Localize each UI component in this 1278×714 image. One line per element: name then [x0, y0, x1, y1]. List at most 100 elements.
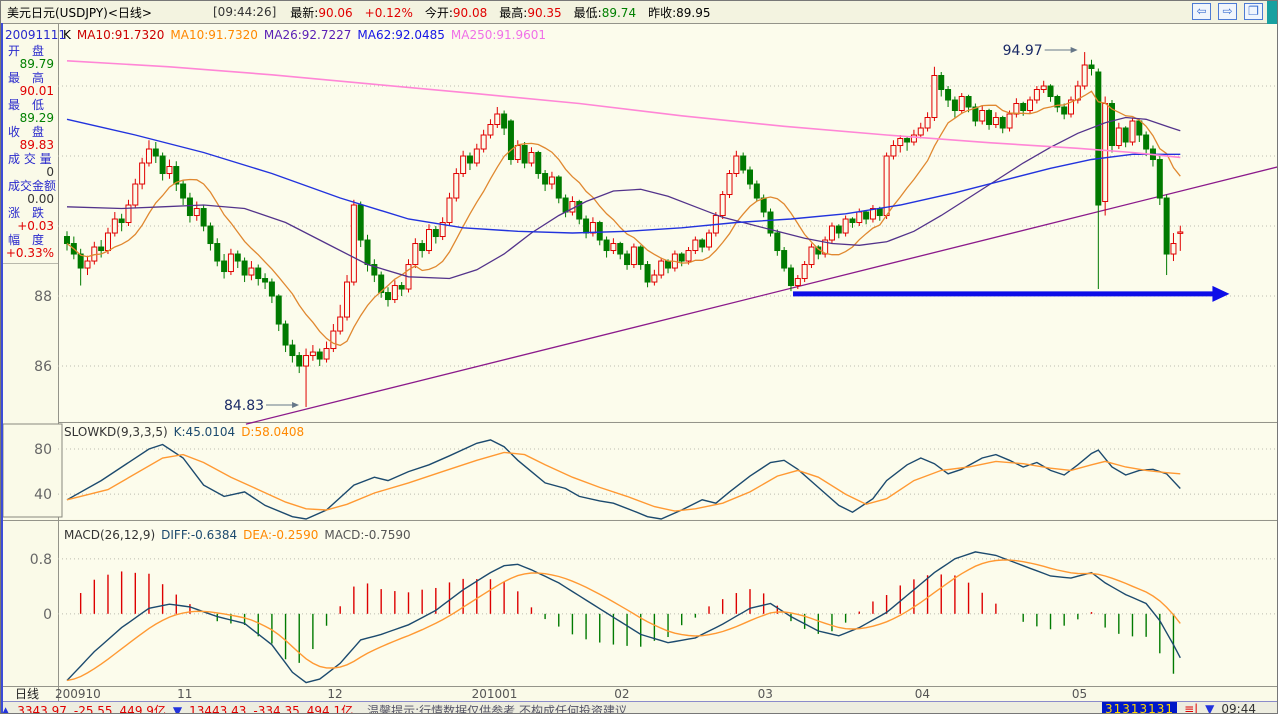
trendline[interactable] [245, 166, 1278, 425]
index-quotes: ▲ 3343.97 -25.55 449.9亿 ▼ 13443.43 -334.35 494.… [1, 702, 360, 714]
window-frame-left [1, 23, 3, 713]
time-axis-label: 200910 [55, 687, 101, 701]
kd-axis-label: 80 [34, 442, 52, 458]
sidebar-field: 最 高 90.01 [3, 71, 58, 98]
sidebar-field: 收 盘 89.83 [3, 125, 58, 152]
ticker-text: 温馨提示:行情数据仅供参考,不构成任何投资建议 [367, 704, 627, 714]
slowkd-d-line [66, 451, 1181, 512]
time-axis-label: 05 [1072, 687, 1087, 701]
index-quote-segment: ▼ [172, 704, 183, 714]
ma62-line [66, 118, 1181, 234]
time-axis-label: 02 [614, 687, 629, 701]
macd-dea-line [66, 559, 1181, 682]
sidebar-field-label: 成交金额 [8, 179, 57, 193]
sidebar-field-label: 幅 度 [8, 233, 45, 247]
quote-time: [09:44:26] [213, 5, 277, 19]
ma250-line [66, 60, 1181, 159]
quote-bar: 美元日元(USDJPY)<日线> [09:44:26] 最新:90.06 +0.1… [1, 1, 1277, 24]
sidebar-field-value: 90.01 [19, 84, 54, 98]
sidebar-field-label: 收 盘 [8, 125, 45, 139]
time-axis-label: 12 [327, 687, 342, 701]
candlestick-series [64, 52, 1184, 407]
legend-segment: MA26:92.7227 [263, 28, 352, 42]
legend-segment: MA10:91.7320 [76, 28, 165, 42]
legend-segment: DEA:-0.2590 [243, 528, 319, 542]
quote-field-label: 最低: [573, 5, 602, 20]
status-item: ≡| [1184, 702, 1199, 714]
time-axis-label: 11 [177, 687, 192, 701]
ma26-line [66, 116, 1181, 280]
price-axis-label: 88 [34, 289, 52, 305]
sidebar-field-value: 89.79 [19, 57, 54, 71]
sidebar-field-value: +0.33% [5, 246, 54, 260]
legend-segment: MA62:92.0485 [357, 28, 445, 42]
legend-segment: DIFF:-0.6384 [161, 528, 238, 542]
index-quote-segment: 449.9亿 [119, 704, 166, 714]
quote-fields: 最新:90.06 +0.12% 今开:90.08 最高:90.35 最低:89.74 昨收… [290, 4, 722, 21]
symbol-title: 美元日元(USDJPY)<日线> [7, 5, 152, 20]
macd-legend: MACD(26,12,9) DIFF:-0.6384 DEA:-0.2590 MACD… [64, 528, 417, 542]
status-item: ▼ [1205, 702, 1215, 714]
macd-axis-label: 0 [43, 607, 52, 623]
sidebar-field-value: 89.83 [19, 138, 54, 152]
index-quote-segment: 494.1亿 [306, 704, 354, 714]
legend-segment: SLOWKD(9,3,3,5) [64, 425, 168, 439]
kd-axis-label: 40 [34, 487, 52, 503]
status-bar: ▲ 3343.97 -25.55 449.9亿 ▼ 13443.43 -334.35 494.… [1, 701, 1277, 714]
status-code-chip: 31313131 [1101, 702, 1178, 713]
legend-segment: MACD(26,12,9) [64, 528, 156, 542]
kd-gutter-box [2, 423, 63, 518]
sidebar-field-label: 最 高 [8, 71, 45, 85]
horizontal-arrow-annotation[interactable] [793, 285, 1230, 302]
chart-canvas[interactable]: 88 86 80 40 0.8 0 94.97 84.83 日线 200910 11 12 201001… [1, 23, 1278, 701]
quote-field-label: 最高: [499, 5, 528, 20]
svg-text:84.83: 84.83 [224, 398, 264, 414]
sidebar-field: 幅 度 +0.33% [3, 233, 58, 260]
quote-field-value: 90.06 [318, 5, 353, 20]
window-buttons: ⇦ ⇨ ❐ [1185, 3, 1263, 20]
sidebar-field: 涨 跌 +0.03 [3, 206, 58, 233]
windows-button[interactable]: ❐ [1244, 3, 1263, 20]
back-button[interactable]: ⇦ [1192, 3, 1211, 20]
legend-segment: K [63, 28, 71, 42]
sidebar-field-value: 0 [46, 165, 54, 179]
sidebar-field-label: 开 盘 [8, 44, 45, 58]
index-quote-segment: -334.35 [253, 704, 300, 714]
time-axis-label: 03 [758, 687, 773, 701]
sidebar-field: 最 低 89.29 [3, 98, 58, 125]
period-label[interactable]: 日线 [15, 687, 39, 701]
index-quote-segment: 3343.97 [17, 704, 67, 714]
quote-field-value: 90.08 [452, 5, 488, 20]
quote-field-value: 90.35 [527, 5, 562, 20]
svg-text:94.97: 94.97 [1003, 43, 1043, 59]
status-item: 09:44 [1221, 702, 1256, 714]
sidebar-field: 成交金额 0.00 [3, 179, 58, 206]
legend-segment: D:58.0408 [241, 425, 305, 439]
index-quote-segment: 13443.43 [189, 704, 247, 714]
main-grid: 88 86 [34, 85, 1277, 375]
slowkd-k-line [66, 439, 1181, 520]
index-quote-segment: ▲ [1, 704, 11, 714]
time-axis-label: 04 [915, 687, 930, 701]
index-quote-segment: -25.55 [73, 704, 113, 714]
quote-field-label: 昨收: [648, 5, 677, 20]
slowkd-legend: SLOWKD(9,3,3,5) K:45.0104 D:58.0408 [64, 425, 310, 439]
sidebar-field: 开 盘 89.79 [3, 44, 58, 71]
sidebar-field-value: 0.00 [27, 192, 54, 206]
selected-date: 20091111 [5, 28, 67, 42]
price-annotation: 94.97 [1003, 43, 1078, 59]
sidebar-field-label: 涨 跌 [8, 206, 45, 220]
sidebar-field-value: 89.29 [19, 111, 54, 125]
quote-field-label: 最新: [290, 5, 319, 20]
macd-diff-line [66, 551, 1181, 684]
legend-segment: MA10:91.7320 [170, 28, 258, 42]
price-annotation: 84.83 [224, 398, 300, 414]
quote-field-value: 89.74 [601, 5, 637, 20]
legend-segment: MA250:91.9601 [450, 28, 547, 42]
quote-field-value: 89.95 [676, 5, 711, 20]
legend-segment: MACD:-0.7590 [324, 528, 411, 542]
sidebar-field-value: +0.03 [17, 219, 54, 233]
legend-segment: K:45.0104 [173, 425, 236, 439]
forward-button[interactable]: ⇨ [1218, 3, 1237, 20]
